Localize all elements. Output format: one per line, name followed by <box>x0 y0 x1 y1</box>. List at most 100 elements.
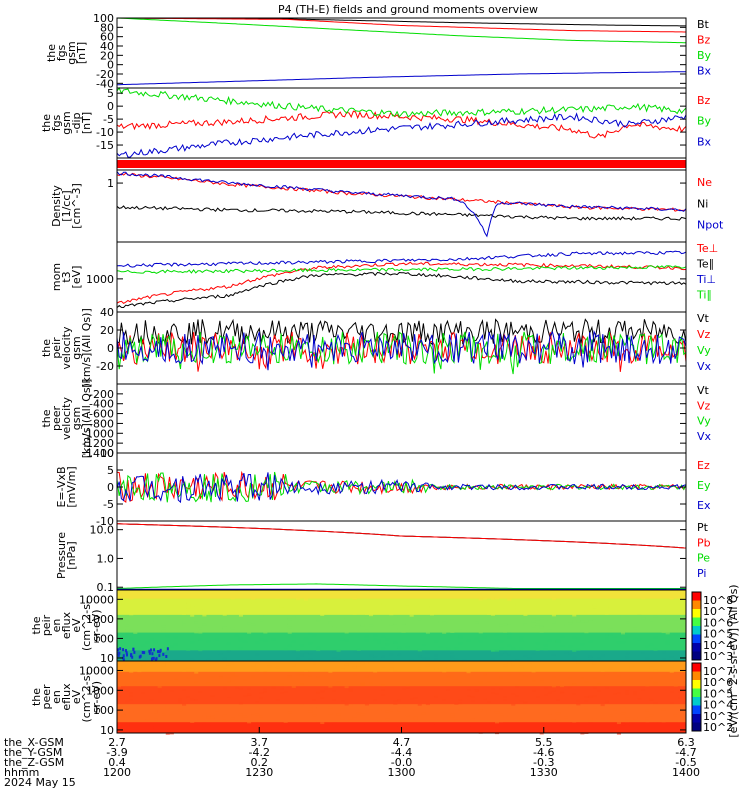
heatmap-cell <box>279 692 284 695</box>
heatmap-cell <box>507 644 512 647</box>
heatmap-cell <box>242 633 248 636</box>
heatmap-cell <box>669 597 674 600</box>
heatmap-cell <box>499 624 504 627</box>
heatmap-cell <box>653 648 658 651</box>
series-Bz <box>116 110 687 139</box>
heatmap-lowcount-cell <box>151 656 154 660</box>
heatmap-cell <box>531 625 536 628</box>
y-tick-label: -10 <box>96 126 114 139</box>
heatmap-cell <box>389 669 394 672</box>
heatmap-cell <box>633 627 638 630</box>
heatmap-cell <box>474 689 479 692</box>
series-Npot <box>116 171 687 238</box>
y-tick-label: 100 <box>93 632 114 645</box>
y-axis-label: en <box>50 690 63 704</box>
heatmap-cell <box>592 622 597 625</box>
heatmap-cell <box>194 671 199 674</box>
heatmap-cell <box>397 726 402 729</box>
heatmap-lowcount-cell <box>150 648 153 652</box>
heatmap-cell <box>442 670 447 673</box>
heatmap-cell <box>251 664 256 667</box>
heatmap-cell <box>177 698 183 701</box>
legend-Ez: Ez <box>697 459 710 472</box>
heatmap-cell <box>560 690 565 693</box>
panel-frame <box>116 383 687 454</box>
heatmap-cell <box>551 621 556 624</box>
heatmap-cell <box>560 607 565 610</box>
heatmap-cell <box>507 653 512 656</box>
heatmap-cell <box>584 604 589 607</box>
y-tick-label: 60 <box>100 31 114 44</box>
heatmap-cell <box>645 717 650 720</box>
heatmap-cell <box>352 597 357 600</box>
heatmap-band <box>117 650 686 662</box>
heatmap-cell <box>117 602 122 605</box>
y-axis-label: eV <box>70 689 83 704</box>
heatmap-cell <box>255 653 260 656</box>
y-axis-label: sr-eV) <box>90 681 103 713</box>
heatmap-cell <box>238 639 243 642</box>
heatmap-cell <box>454 647 459 650</box>
heatmap-cell <box>381 667 386 670</box>
panel-pressure: 10.0 1.0 0.1 Pressure[nPa] Pt Pb Pe Pi <box>55 520 711 594</box>
heatmap-cell <box>413 718 418 721</box>
heatmap-cell <box>669 656 674 659</box>
heatmap-cell <box>385 718 390 721</box>
legend-Pb: Pb <box>697 536 711 549</box>
heatmap-cell <box>470 590 475 593</box>
heatmap-cell <box>332 650 337 653</box>
heatmap-cell <box>234 686 239 689</box>
heatmap-cell <box>149 699 154 702</box>
heatmap-cell <box>511 703 516 706</box>
heatmap-cell <box>555 712 561 715</box>
heatmap-cell <box>226 598 231 601</box>
heatmap-cell <box>364 612 369 615</box>
heatmap-cell <box>157 688 162 691</box>
heatmap-cell <box>125 689 130 692</box>
heatmap-cell <box>409 708 414 711</box>
heatmap-cell <box>153 710 158 713</box>
heatmap-cell <box>352 666 357 669</box>
heatmap-cell <box>669 670 674 673</box>
y-axis-label: Density <box>50 185 63 227</box>
legend-Ne: Ne <box>697 176 712 189</box>
heatmap-lowcount-cell <box>139 654 142 658</box>
heatmap-cell <box>364 662 369 665</box>
heatmap-cell <box>364 635 369 638</box>
heatmap-cell <box>194 621 199 624</box>
heatmap-cell <box>133 631 138 634</box>
heatmap-cell <box>499 720 504 723</box>
heatmap-cell <box>348 704 353 707</box>
heatmap-cell <box>588 695 593 698</box>
x-tick-label: 3.7 <box>251 736 269 749</box>
heatmap-cell <box>194 631 199 634</box>
heatmap-cell <box>499 640 504 643</box>
heatmap-cell <box>182 623 187 626</box>
heatmap-cell <box>584 699 589 702</box>
heatmap-cell <box>551 719 556 722</box>
heatmap-cell <box>153 640 158 643</box>
heatmap-cell <box>295 657 300 660</box>
heatmap-cell <box>442 699 447 702</box>
heatmap-cell <box>222 719 227 722</box>
heatmap-cell <box>543 644 548 647</box>
heatmap-cell <box>165 706 170 709</box>
heatmap-cell <box>677 696 682 699</box>
y-tick-label: 20 <box>100 49 114 62</box>
y-axis-label: the <box>30 616 43 634</box>
heatmap-cell <box>320 614 325 617</box>
heatmap-cell <box>592 677 597 680</box>
heatmap-cell <box>608 726 613 729</box>
heatmap-cell <box>129 629 134 632</box>
y-tick-label: 0 <box>107 100 114 113</box>
y-tick-label: -1000 <box>82 427 114 440</box>
heatmap-cell <box>238 730 243 733</box>
heatmap-cell <box>555 601 561 604</box>
legend-Ni: Ni <box>697 197 708 210</box>
heatmap-lowcount-cell <box>159 648 162 652</box>
heatmap-cell <box>332 656 337 659</box>
heatmap-cell <box>137 670 142 673</box>
heatmap-cell <box>560 604 565 607</box>
heatmap-cell <box>429 723 435 726</box>
series-Vt <box>116 318 687 346</box>
